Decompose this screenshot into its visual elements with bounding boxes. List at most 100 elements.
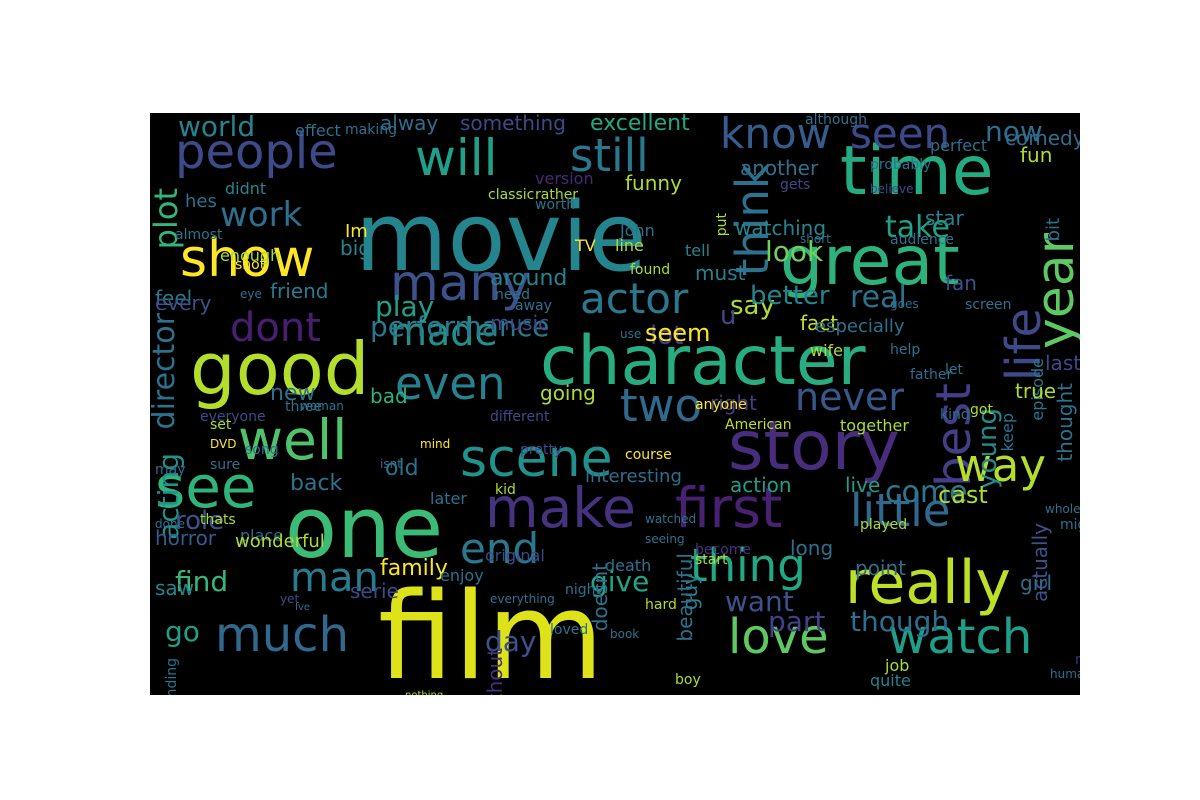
word-enough: enough xyxy=(220,246,281,265)
word-fact: fact xyxy=(800,311,839,335)
word-take: take xyxy=(885,210,950,245)
word-serie: serie xyxy=(350,579,399,603)
word-away: away xyxy=(515,298,552,314)
word-two: two xyxy=(620,379,702,432)
word-ive: Ive xyxy=(295,602,311,613)
word-character: character xyxy=(540,322,866,401)
word-even: even xyxy=(395,357,506,410)
word-book: book xyxy=(610,627,640,641)
word-alway: alway xyxy=(380,113,439,135)
word-im: Im xyxy=(345,221,368,242)
word-every: every xyxy=(155,291,212,315)
word-eye: eye xyxy=(240,287,262,301)
word-end: end xyxy=(460,524,540,573)
word-movie: movie xyxy=(355,183,647,293)
word-three: three xyxy=(285,399,323,415)
word-enjoy: enjoy xyxy=(440,566,484,585)
word-big: big xyxy=(340,236,371,260)
word-point: point xyxy=(855,556,907,580)
word-father: father xyxy=(910,367,953,383)
word-start: start xyxy=(695,552,728,568)
word-shot: shot xyxy=(235,257,266,273)
word-little: little xyxy=(850,484,951,537)
word-sure: sure xyxy=(210,457,241,473)
word-done: done xyxy=(155,517,185,531)
word-short: short xyxy=(800,232,831,246)
word-now: now xyxy=(985,115,1043,148)
word-seen: seen xyxy=(850,113,951,158)
word-screen: screen xyxy=(965,297,1012,313)
word-without: without xyxy=(483,648,507,695)
word-right: right xyxy=(710,391,757,415)
word-mind: mind xyxy=(420,437,451,451)
word-want: want xyxy=(725,585,794,618)
word-might: might xyxy=(1060,517,1080,533)
word-nothing: nothing xyxy=(405,691,443,696)
word-going: going xyxy=(540,381,596,405)
word-kind: kind xyxy=(940,407,970,423)
word-loved: loved xyxy=(550,622,589,638)
word-u: u xyxy=(720,301,737,331)
word-death: death xyxy=(605,556,652,575)
word-kid: kid xyxy=(495,482,516,498)
word-dvd: DVD xyxy=(210,437,237,451)
word-man: man xyxy=(290,555,379,601)
word-never: never xyxy=(795,375,904,419)
word-old: old xyxy=(385,456,419,481)
word-still: still xyxy=(570,129,649,182)
word-way: way xyxy=(955,439,1047,492)
word-job: job xyxy=(885,656,910,675)
word-play: play xyxy=(375,290,435,323)
word-funny: funny xyxy=(625,171,682,195)
word-bad: bad xyxy=(370,384,408,408)
word-better: better xyxy=(750,281,830,311)
word-quite: quite xyxy=(870,671,911,690)
word-hard: hard xyxy=(645,597,677,613)
word-goes: goes xyxy=(890,297,919,311)
word-really: really xyxy=(845,548,1011,618)
word-course: course xyxy=(625,447,672,463)
word-original: original xyxy=(485,546,545,565)
word-back: back xyxy=(290,471,343,496)
word-watching: watching xyxy=(735,216,827,240)
word-probably: probably xyxy=(870,157,932,173)
word-something: something xyxy=(460,113,566,135)
word-around: around xyxy=(490,266,568,291)
word-whole: whole xyxy=(1045,502,1080,516)
word-though: though xyxy=(850,605,950,638)
word-world: world xyxy=(178,113,256,143)
word-set: set xyxy=(210,417,232,433)
word-making: making xyxy=(345,122,397,138)
word-fan: fan xyxy=(945,271,977,295)
word-new: new xyxy=(270,381,316,406)
word-show: show xyxy=(180,229,315,289)
word-role: role xyxy=(175,506,225,536)
word-played: played xyxy=(860,517,908,533)
word-girl: girl xyxy=(1020,571,1053,595)
word-long: long xyxy=(790,536,834,560)
word-will: will xyxy=(415,129,498,187)
word-saw: saw xyxy=(155,576,195,600)
word-isnt: isnt xyxy=(380,457,402,471)
word-scene: scene xyxy=(460,429,613,489)
word-different: different xyxy=(490,409,550,425)
word-almost: almost xyxy=(175,227,223,243)
word-director: director xyxy=(150,313,182,430)
word-film: film xyxy=(378,568,604,696)
word-worth: worth xyxy=(535,197,576,213)
word-great: great xyxy=(780,222,960,301)
word-become: become xyxy=(695,542,752,558)
word-action: action xyxy=(730,473,792,497)
word-use: use xyxy=(620,327,642,341)
word-boy: boy xyxy=(675,672,701,688)
word-horror: horror xyxy=(155,526,217,550)
word-star: star xyxy=(925,206,964,230)
word-watched: watched xyxy=(645,512,697,526)
word-thats: thats xyxy=(200,512,236,528)
word-together: together xyxy=(840,416,909,435)
word-beautiful: beautiful xyxy=(673,553,697,642)
word-find: find xyxy=(175,565,229,598)
word-seeing: seeing xyxy=(645,532,685,546)
word-first: first xyxy=(675,476,783,540)
word-love: love xyxy=(728,609,829,665)
